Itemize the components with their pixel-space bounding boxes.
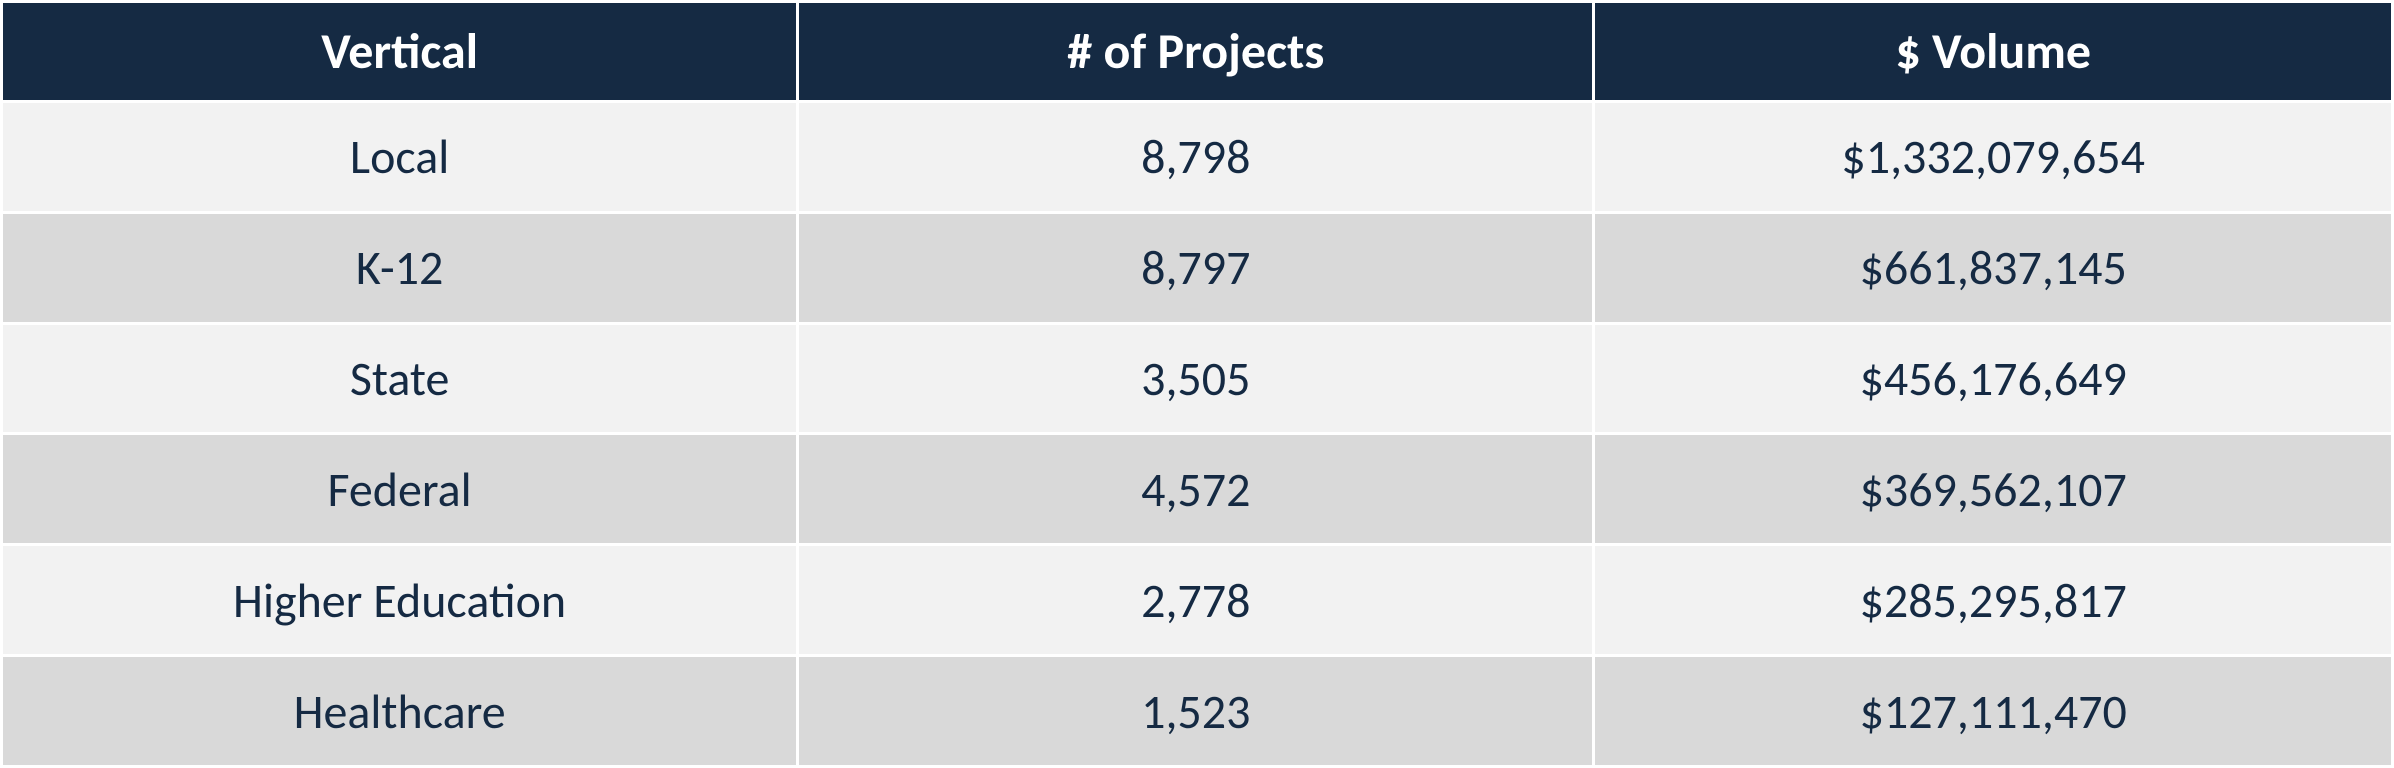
table-body: Local 8,798 $1,332,079,654 K-12 8,797 $6…: [2, 102, 2393, 767]
cell-volume: $285,295,817: [1594, 545, 2393, 656]
cell-projects: 1,523: [798, 656, 1594, 767]
table-row: Federal 4,572 $369,562,107: [2, 434, 2393, 545]
cell-projects: 8,797: [798, 212, 1594, 323]
cell-projects: 4,572: [798, 434, 1594, 545]
cell-vertical: Healthcare: [2, 656, 798, 767]
cell-projects: 8,798: [798, 102, 1594, 213]
cell-volume: $456,176,649: [1594, 323, 2393, 434]
cell-volume: $127,111,470: [1594, 656, 2393, 767]
cell-volume: $661,837,145: [1594, 212, 2393, 323]
cell-vertical: Federal: [2, 434, 798, 545]
cell-vertical: K-12: [2, 212, 798, 323]
cell-vertical: Higher Education: [2, 545, 798, 656]
table-header-row: Vertical # of Projects $ Volume: [2, 2, 2393, 102]
cell-volume: $369,562,107: [1594, 434, 2393, 545]
table-row: Local 8,798 $1,332,079,654: [2, 102, 2393, 213]
col-header-projects: # of Projects: [798, 2, 1594, 102]
table-row: Healthcare 1,523 $127,111,470: [2, 656, 2393, 767]
cell-projects: 3,505: [798, 323, 1594, 434]
col-header-vertical: Vertical: [2, 2, 798, 102]
cell-vertical: Local: [2, 102, 798, 213]
vertical-summary-table: Vertical # of Projects $ Volume Local 8,…: [0, 0, 2394, 768]
col-header-volume: $ Volume: [1594, 2, 2393, 102]
cell-volume: $1,332,079,654: [1594, 102, 2393, 213]
table-row: Higher Education 2,778 $285,295,817: [2, 545, 2393, 656]
table-row: K-12 8,797 $661,837,145: [2, 212, 2393, 323]
table-row: State 3,505 $456,176,649: [2, 323, 2393, 434]
cell-projects: 2,778: [798, 545, 1594, 656]
table-header: Vertical # of Projects $ Volume: [2, 2, 2393, 102]
cell-vertical: State: [2, 323, 798, 434]
